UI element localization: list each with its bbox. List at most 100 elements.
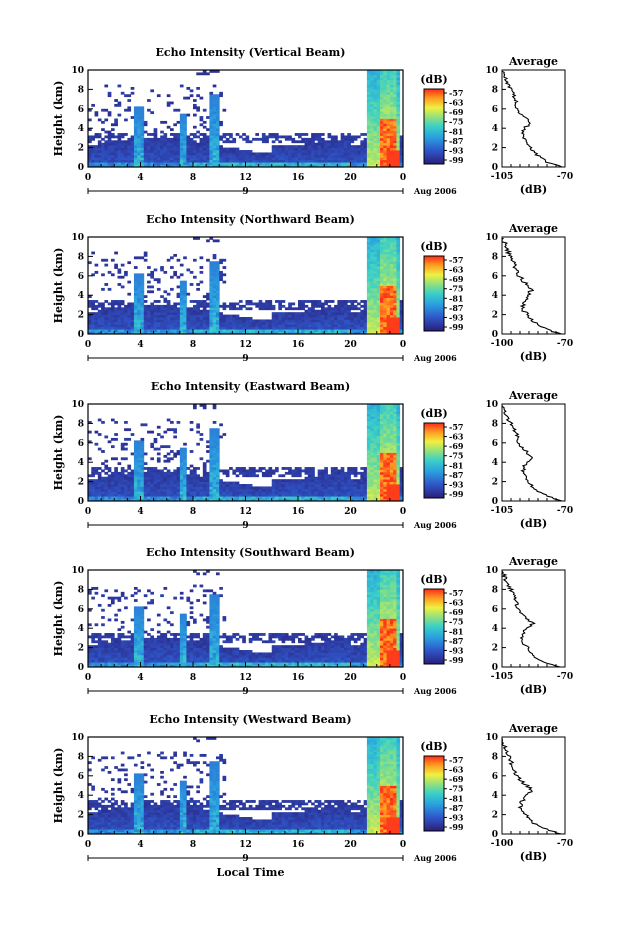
heatmap-cell: [396, 324, 401, 328]
heatmap-cell: [337, 491, 342, 495]
heatmap-cell: [153, 326, 158, 330]
heatmap-cell: [133, 459, 138, 463]
heatmap-cell: [117, 103, 122, 107]
heatmap-cell: [376, 128, 381, 132]
heatmap-cell: [376, 319, 381, 323]
heatmap-cell: [97, 331, 102, 335]
heatmap-cell: [202, 481, 207, 485]
heatmap-cell: [399, 150, 404, 153]
heatmap-cell: [271, 154, 276, 158]
heatmap-cell: [357, 471, 361, 475]
heatmap-cell: [386, 440, 391, 444]
heatmap-cell: [209, 292, 214, 296]
heatmap-cell: [284, 321, 289, 325]
heatmap-cell: [94, 145, 99, 148]
heatmap-cell: [193, 404, 197, 407]
heatmap-cell: [389, 150, 394, 153]
heatmap-cell: [219, 152, 223, 156]
average-y-tick-label: 4: [492, 291, 498, 301]
heatmap-cell: [166, 428, 171, 432]
heatmap-cell: [245, 302, 250, 306]
heatmap-cell: [393, 283, 397, 286]
heatmap-cell: [278, 474, 282, 478]
heatmap-cell: [140, 159, 145, 163]
heatmap-cell: [124, 447, 128, 451]
heatmap-cell: [196, 106, 200, 110]
heatmap-cell: [366, 326, 371, 330]
heatmap-cell: [396, 326, 401, 330]
heatmap-cell: [219, 304, 223, 308]
heatmap-cell: [196, 321, 200, 325]
heatmap-cell: [173, 108, 177, 112]
heatmap-cell: [137, 145, 141, 148]
heatmap-cell: [396, 91, 401, 95]
heatmap-cell: [235, 157, 240, 161]
heatmap-cell: [147, 312, 151, 315]
heatmap-cell: [212, 123, 217, 127]
heatmap-cell: [373, 118, 378, 122]
heatmap-cell: [255, 304, 260, 308]
heatmap-cell: [94, 312, 99, 315]
heatmap-cell: [370, 91, 374, 95]
heatmap-cell: [196, 237, 200, 240]
heatmap-cell: [350, 498, 355, 502]
heatmap-cell: [383, 464, 387, 468]
heatmap-cell: [229, 135, 233, 139]
heatmap-cell: [199, 312, 204, 315]
heatmap-cell: [215, 108, 220, 112]
heatmap-cell: [166, 488, 171, 492]
heatmap-cell: [209, 150, 214, 153]
heatmap-cell: [334, 304, 338, 308]
heatmap-cell: [179, 118, 184, 122]
heatmap-cell: [199, 314, 204, 318]
heatmap-cell: [298, 329, 302, 332]
heatmap-cell: [373, 440, 378, 444]
heatmap-cell: [327, 324, 332, 328]
heatmap-cell: [94, 154, 99, 158]
heatmap-cell: [298, 498, 302, 502]
heatmap-cell: [219, 469, 223, 473]
heatmap-cell: [88, 488, 92, 492]
heatmap-cell: [281, 484, 286, 487]
heatmap-cell: [176, 164, 181, 168]
heatmap-cell: [343, 162, 348, 165]
heatmap-cell: [383, 244, 387, 248]
heatmap-cell: [186, 135, 191, 139]
heatmap-cell: [383, 278, 387, 282]
heatmap-cell: [88, 486, 92, 490]
heatmap-cell: [114, 118, 118, 122]
heatmap-cell: [291, 164, 296, 168]
heatmap-cell: [91, 164, 95, 168]
heatmap-cell: [215, 471, 220, 475]
heatmap-cell: [222, 324, 227, 328]
heatmap-cell: [140, 488, 145, 492]
heatmap-cell: [199, 266, 204, 269]
heatmap-cell: [153, 479, 158, 482]
heatmap-cell: [347, 304, 351, 308]
heatmap-cell: [143, 476, 148, 480]
heatmap-cell: [156, 152, 161, 156]
heatmap-cell: [304, 331, 309, 335]
heatmap-cell: [88, 137, 92, 141]
heatmap-cell: [212, 106, 217, 110]
heatmap-cell: [183, 159, 187, 163]
heatmap-cell: [179, 486, 184, 490]
heatmap-cell: [107, 486, 112, 490]
heatmap-cell: [114, 154, 118, 158]
heatmap-cell: [166, 445, 171, 449]
heatmap-cell: [183, 309, 187, 313]
heatmap-cell: [130, 324, 135, 328]
heatmap-cell: [133, 130, 138, 134]
colorbar-tick-label: -99: [449, 322, 464, 332]
heatmap-cell: [334, 329, 338, 332]
heatmap-cell: [255, 486, 260, 490]
heatmap-cell: [114, 140, 118, 144]
heatmap-cell: [386, 314, 391, 318]
heatmap-cell: [396, 157, 401, 161]
heatmap-cell: [232, 154, 237, 158]
heatmap-cell: [383, 297, 387, 301]
heatmap-cell: [370, 440, 374, 444]
heatmap-cell: [399, 157, 404, 161]
heatmap-cell: [206, 481, 210, 485]
heatmap-cell: [393, 263, 397, 267]
